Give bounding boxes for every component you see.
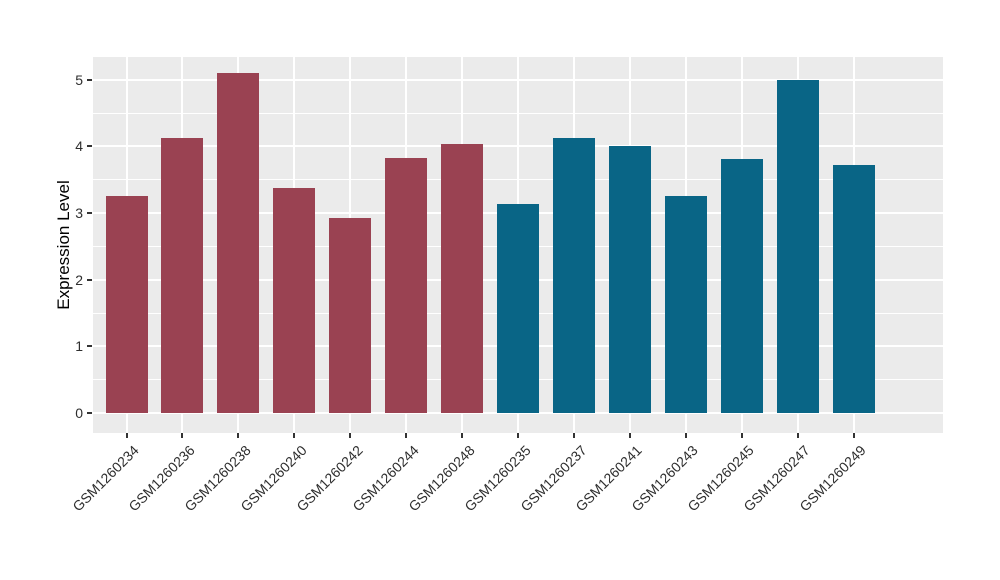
bar	[273, 188, 316, 413]
y-tick-mark	[87, 78, 92, 81]
plot-panel	[93, 57, 943, 433]
bar	[552, 138, 595, 413]
x-tick-mark	[572, 433, 575, 438]
bar	[217, 73, 260, 413]
y-tick-label: 1	[75, 338, 83, 355]
y-tick-label: 2	[75, 271, 83, 288]
bar	[664, 196, 707, 413]
y-tick-label: 5	[75, 71, 83, 88]
y-tick-label: 0	[75, 405, 83, 421]
bar	[608, 145, 651, 413]
y-tick-mark	[87, 412, 92, 414]
bar	[385, 157, 428, 413]
x-tick-mark	[125, 433, 128, 438]
bar	[105, 195, 148, 413]
x-tick-mark	[461, 433, 464, 438]
y-tick-mark	[87, 345, 92, 348]
x-tick-mark	[796, 433, 799, 438]
y-tick-mark	[87, 145, 92, 148]
y-tick-mark	[87, 212, 92, 215]
y-tick-label: 4	[75, 138, 83, 155]
bar	[329, 218, 372, 413]
y-axis-title: Expression Level	[54, 180, 73, 310]
x-tick-mark	[628, 433, 631, 438]
x-tick-mark	[517, 433, 519, 438]
y-tick-label: 3	[75, 205, 83, 222]
bar	[832, 165, 875, 413]
x-tick-mark	[852, 433, 855, 438]
bar	[161, 138, 204, 413]
bar	[720, 159, 763, 413]
x-tick-mark	[740, 433, 743, 438]
x-tick-mark	[181, 433, 184, 438]
y-tick-mark	[87, 278, 92, 281]
x-tick-mark	[349, 433, 352, 438]
x-tick-mark	[684, 433, 687, 438]
bar	[497, 204, 539, 413]
bar	[776, 79, 819, 413]
x-tick-mark	[405, 433, 408, 438]
bar	[441, 144, 484, 413]
x-tick-mark	[237, 433, 240, 438]
x-tick-mark	[293, 433, 296, 438]
